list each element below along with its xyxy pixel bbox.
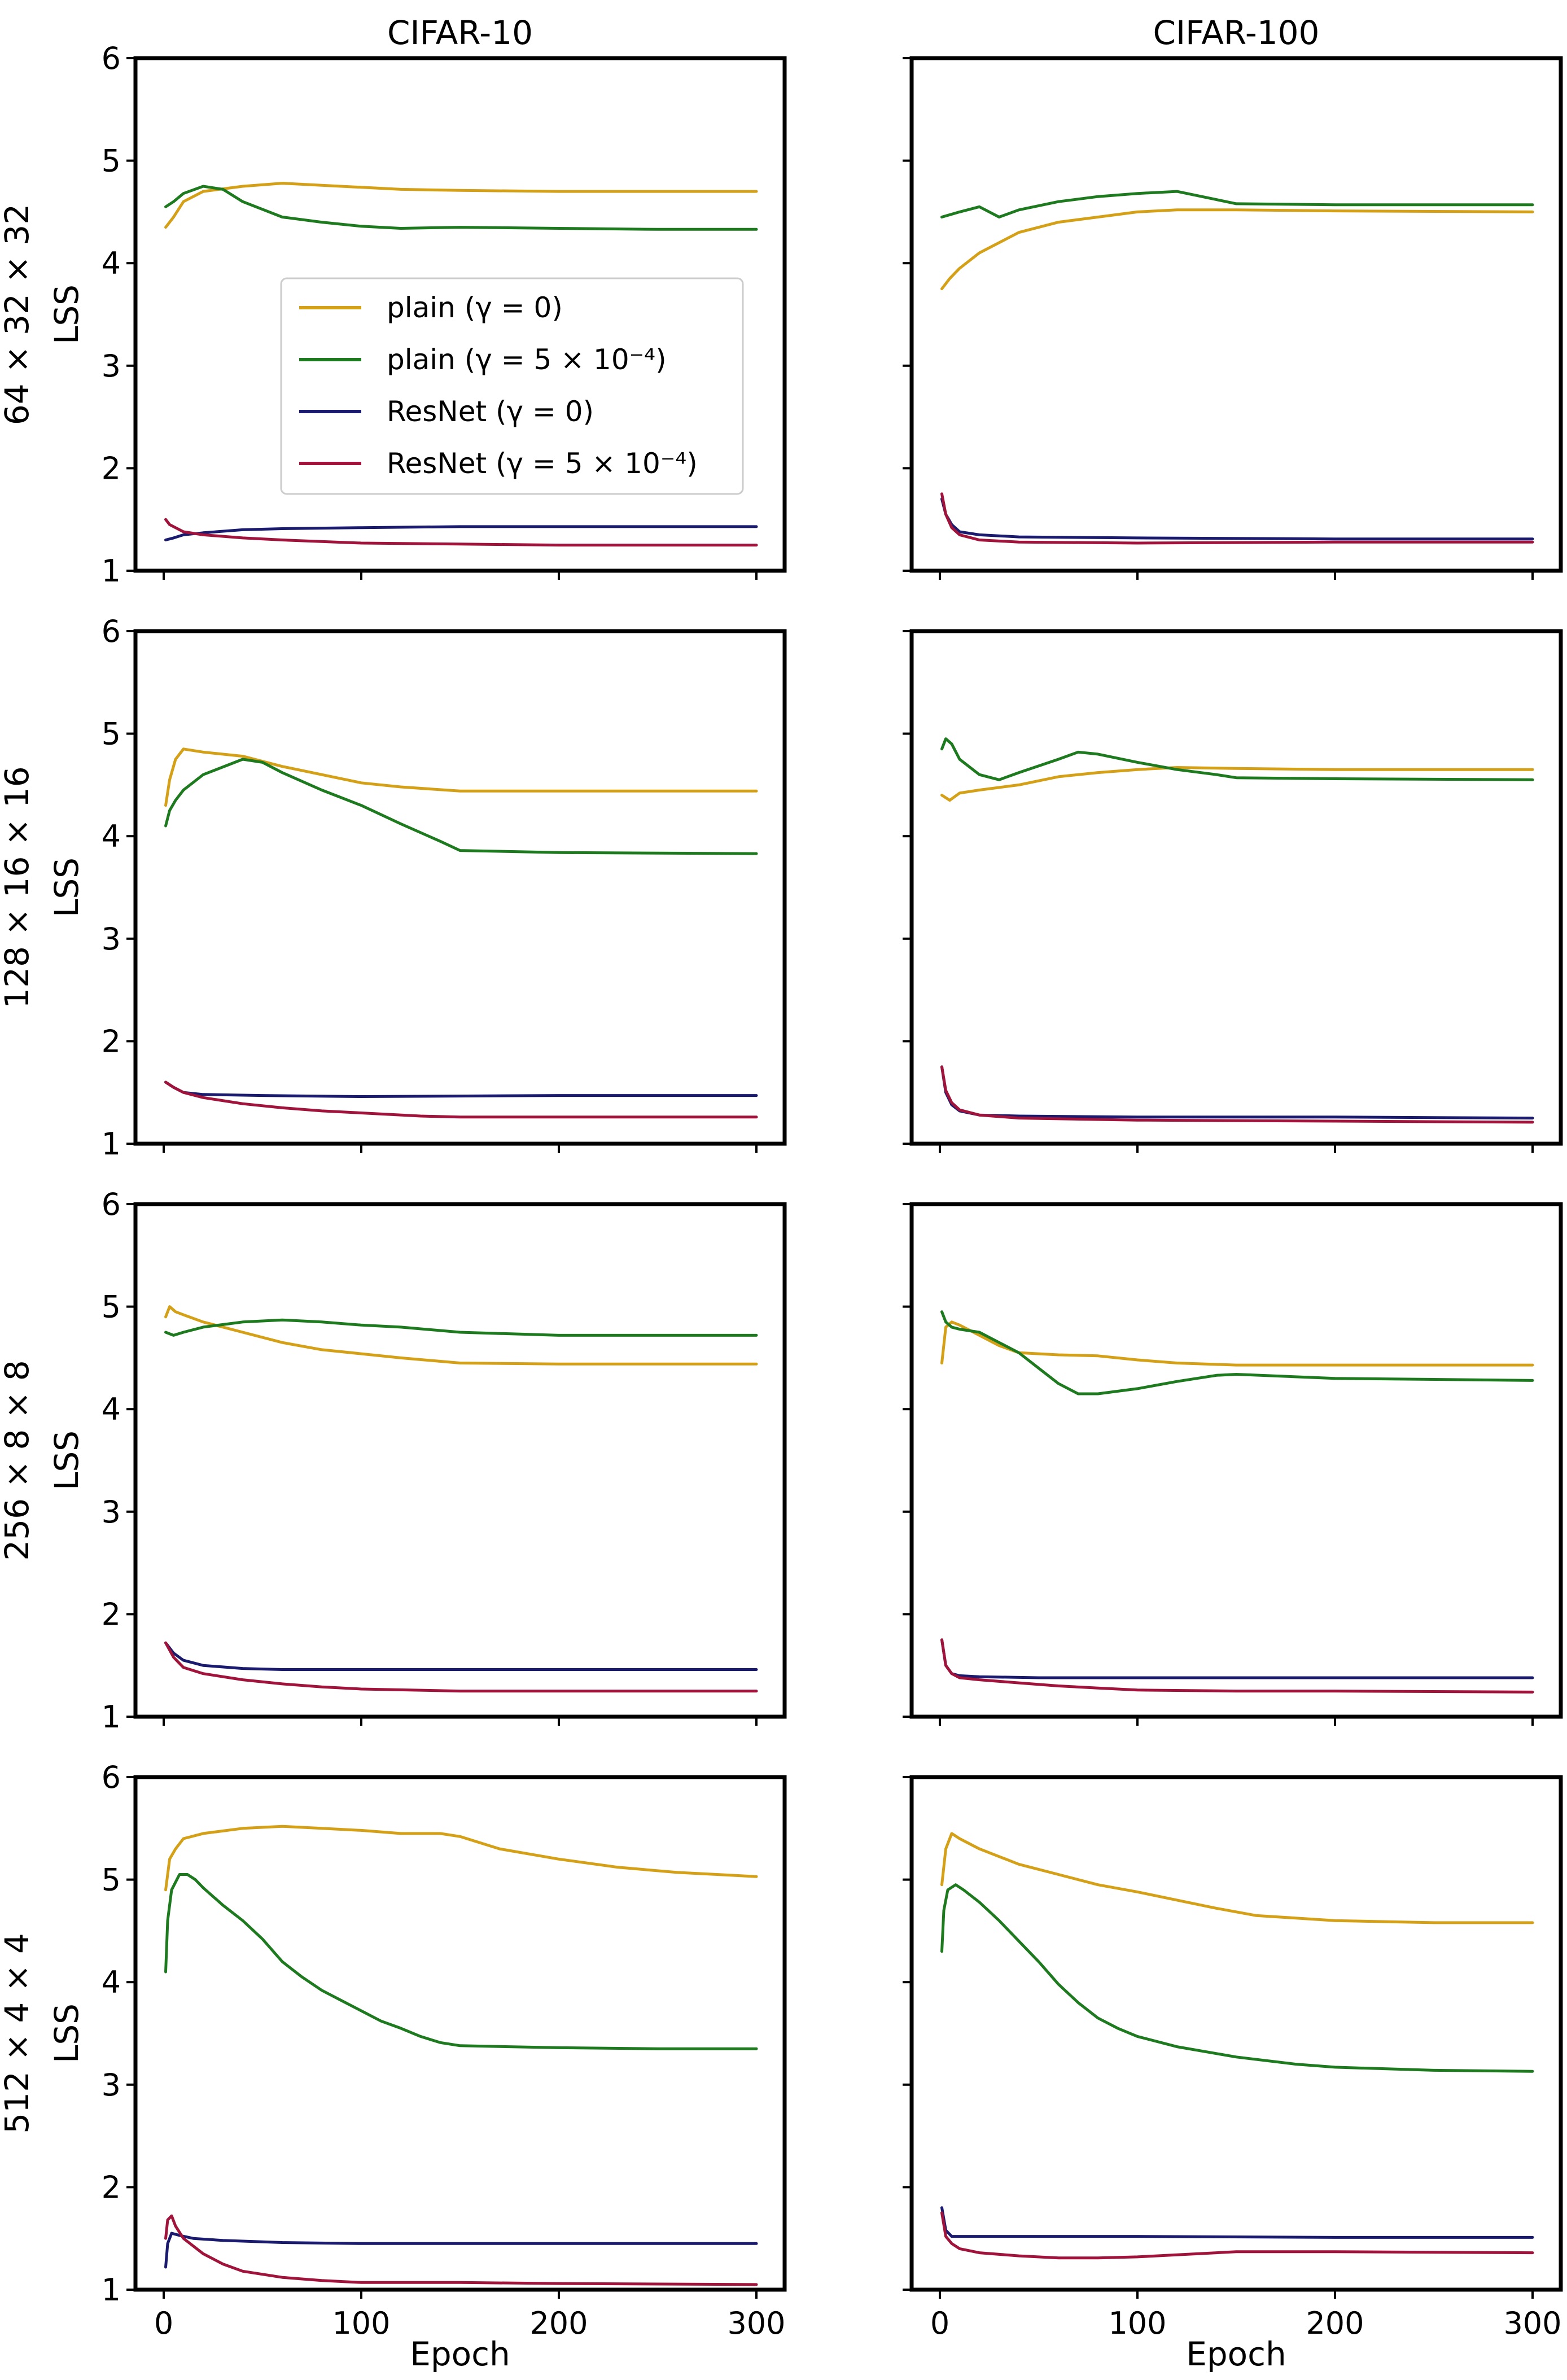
panel-r2-c0-ytick-label-1: 1	[102, 1699, 121, 1735]
panel-r1-c0-ytick-label-3: 3	[102, 921, 121, 957]
panel-r0-c1	[903, 56, 1563, 580]
panel-r1-c0-frame	[133, 629, 787, 1146]
x-axis-label-cifar100: Epoch	[1186, 2335, 1286, 2373]
column-title-cifar10: CIFAR-10	[387, 14, 533, 52]
legend-frame	[280, 277, 744, 495]
panel-r0-c0-ytick-label-2: 2	[102, 450, 121, 486]
panel-r1-c0-ytick-label-4: 4	[102, 819, 121, 854]
row-label-3: 512 × 4 × 4	[0, 1933, 36, 2133]
x-axis-label-cifar10: Epoch	[410, 2335, 510, 2373]
panel-r3-c1-series-plain5	[940, 1883, 1534, 2073]
row-label-0: 64 × 32 × 32	[0, 204, 36, 425]
panel-r1-c1-frame	[909, 629, 1563, 1146]
panel-r3-c0-ytick-label-3: 3	[102, 2067, 121, 2103]
panel-r3-c0-ytick-label-5: 5	[102, 1862, 121, 1898]
panel-r0-c0: 1 2 3 4 5 6	[102, 41, 787, 589]
panel-r3-c1-xtick-label-300: 300	[1503, 2305, 1561, 2341]
panel-r0-c1-frame	[909, 56, 1563, 573]
panel-r1-c0-ytick-label-2: 2	[102, 1023, 121, 1059]
panel-r0-c0-ytick-label-3: 3	[102, 348, 121, 384]
panel-r0-c1-series-plain0	[940, 208, 1534, 291]
panel-r0-c0-ytick-label-4: 4	[102, 246, 121, 281]
row-label-1: 128 × 16 × 16	[0, 766, 36, 1008]
panel-r1-c0-ytick-label-1: 1	[102, 1126, 121, 1162]
panel-r3-c1-series-res5	[940, 2211, 1534, 2260]
panel-r3-c1: 0 100 200 300	[903, 1775, 1563, 2341]
panel-r1-c0-series-plain5	[164, 758, 758, 855]
panel-r3-c0-ytick-label-6: 6	[102, 1760, 121, 1795]
panel-r1-c1-series-plain0	[940, 766, 1534, 802]
panel-r1-c1-series-res5	[940, 1065, 1534, 1124]
panel-r2-c0-frame	[133, 1202, 787, 1719]
panel-r0-c0-ytick-label-1: 1	[102, 553, 121, 589]
panel-r3-c0: 1 2 3 4 5 6 0 100 200 300	[102, 1760, 787, 2341]
legend-label-res0: ResNet (γ = 0)	[387, 395, 594, 428]
panel-r2-c0-ytick-label-2: 2	[102, 1596, 121, 1632]
panel-r3-c0-series-res5	[164, 2214, 758, 2286]
panel-r2-c0-ytick-label-4: 4	[102, 1392, 121, 1427]
panel-r2-c0-ytick-label-6: 6	[102, 1187, 121, 1222]
panel-r3-c1-series-res0	[940, 2206, 1534, 2239]
panel-r1-c0-ytick-label-5: 5	[102, 716, 121, 752]
panel-r2-c1	[903, 1202, 1563, 1726]
panel-r3-c0-series-plain5	[164, 1873, 758, 2050]
panel-r2-c0-series-plain5	[164, 1318, 758, 1337]
panel-r0-c0-series-plain5	[164, 185, 758, 231]
panel-r3-c0-frame	[133, 1775, 787, 2292]
legend-label-plain5: plain (γ = 5 × 10⁻⁴)	[387, 343, 667, 376]
panel-r2-c1-series-res5	[940, 1638, 1534, 1694]
y-axis-label-2: LSS	[47, 1430, 86, 1490]
panel-r2-c1-frame	[909, 1202, 1563, 1719]
panel-r1-c1-series-plain5	[940, 737, 1534, 781]
panel-r2-c0-ytick-label-3: 3	[102, 1494, 121, 1530]
column-title-cifar100: CIFAR-100	[1153, 14, 1320, 52]
panel-r2-c0-series-res0	[164, 1641, 758, 1671]
panel-r2-c1-series-plain5	[940, 1310, 1534, 1395]
y-axis-label-3: LSS	[47, 2003, 86, 2063]
panel-r1-c0-series-res5	[164, 1080, 758, 1119]
panel-r3-c1-series-plain0	[940, 1832, 1534, 1924]
panel-r0-c0-series-res0	[164, 525, 758, 541]
panel-r3-c0-ytick-label-1: 1	[102, 2272, 121, 2308]
panel-r3-c0-series-res0	[164, 2232, 758, 2269]
panel-r2-c0: 1 2 3 4 5 6	[102, 1187, 787, 1735]
panel-r2-c0-series-res5	[164, 1641, 758, 1693]
panel-r1-c0-ytick-label-6: 6	[102, 614, 121, 649]
panel-r3-c1-xtick-label-0: 0	[930, 2305, 949, 2341]
panel-r3-c0-xtick-label-0: 0	[154, 2305, 173, 2341]
panel-r0-c0-frame	[133, 56, 787, 573]
panel-r0-c0-ytick-label-5: 5	[102, 143, 121, 179]
panel-r3-c0-ytick-label-4: 4	[102, 1965, 121, 2000]
panel-r3-c1-xtick-label-200: 200	[1306, 2305, 1364, 2341]
row-label-2: 256 × 8 × 8	[0, 1360, 36, 1560]
panel-r1-c0-series-plain0	[164, 747, 758, 807]
panel-r3-c0-xtick-label-300: 300	[727, 2305, 785, 2341]
legend: plain (γ = 0) plain (γ = 5 × 10⁻⁴) ResNe…	[280, 277, 744, 495]
panel-r0-c0-series-res5	[164, 518, 758, 547]
panel-r0-c0-ytick-label-6: 6	[102, 41, 121, 76]
panel-r3-c0-ytick-label-2: 2	[102, 2169, 121, 2205]
legend-label-res5: ResNet (γ = 5 × 10⁻⁴)	[387, 447, 698, 480]
panel-r3-c0-series-plain0	[164, 1825, 758, 1892]
panel-r0-c1-series-plain5	[940, 190, 1534, 218]
panel-r0-c1-series-res5	[940, 492, 1534, 545]
panel-r2-c0-ytick-label-5: 5	[102, 1289, 121, 1325]
panel-r2-c1-series-plain0	[940, 1320, 1534, 1367]
panel-r2-c0-series-plain0	[164, 1305, 758, 1366]
panels: 1 2 3 4 5 6 1 2 3 4 5 6 1 2 3 4 5 6 1 2 3 4 5 6 0 100 200 300 0 100 20…	[102, 41, 1563, 2341]
panel-r1-c0: 1 2 3 4 5 6	[102, 614, 787, 1162]
panel-r3-c1-xtick-label-100: 100	[1108, 2305, 1166, 2341]
panel-r0-c0-series-plain0	[164, 182, 758, 229]
legend-label-plain0: plain (γ = 0)	[387, 291, 563, 324]
y-axis-label-1: LSS	[47, 858, 86, 917]
panel-r3-c0-xtick-label-200: 200	[529, 2305, 588, 2341]
panel-r3-c0-xtick-label-100: 100	[332, 2305, 390, 2341]
panel-r1-c1	[903, 629, 1563, 1153]
panel-r3-c1-frame	[909, 1775, 1563, 2292]
y-axis-label-0: LSS	[47, 285, 86, 344]
